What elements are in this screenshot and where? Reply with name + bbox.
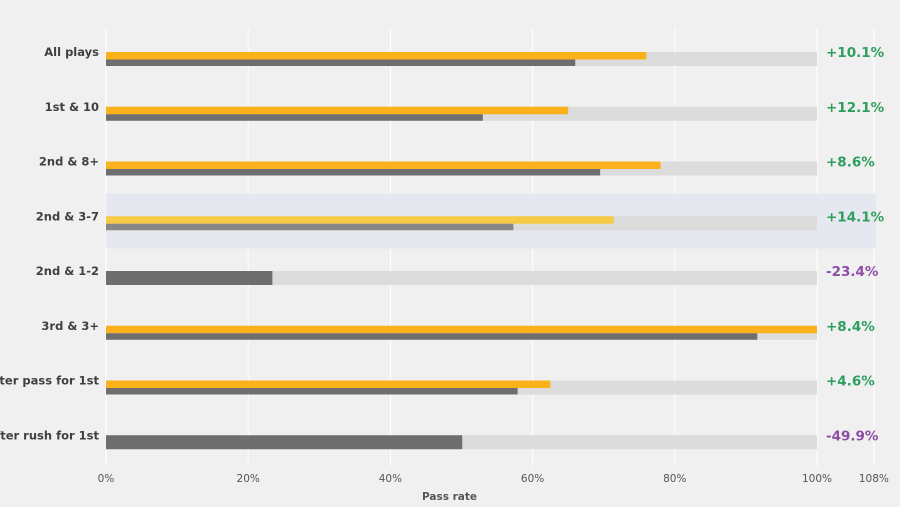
category-label: 2nd & 8+ xyxy=(39,155,99,169)
series-2-bar xyxy=(106,435,463,450)
category-label: 3rd & 3+ xyxy=(41,319,99,333)
x-tick-label: 0% xyxy=(98,473,115,485)
labels-layer: All plays +10.1% 1st & 10 +12.1% 2nd & 8+ +8.… xyxy=(0,45,885,444)
x-axis-title: Pass rate xyxy=(422,491,477,503)
series-2-bar xyxy=(106,388,518,395)
series-2-bar xyxy=(106,59,576,66)
series-2-bar xyxy=(106,223,514,231)
category-label: 2nd & 1-2 xyxy=(36,264,99,278)
x-tick-label: 80% xyxy=(663,473,686,485)
difference-label: -23.4% xyxy=(826,264,879,280)
series-1-bar xyxy=(106,161,661,169)
series-1-bar xyxy=(106,106,569,115)
category-label: After pass for 1st xyxy=(0,374,100,388)
category-label: 1st & 10 xyxy=(45,100,99,114)
x-tick-label: 40% xyxy=(379,473,402,485)
difference-label: -49.9% xyxy=(826,428,879,444)
difference-label: +14.1% xyxy=(826,209,885,225)
track-bar xyxy=(106,271,817,285)
bars-layer xyxy=(106,52,817,450)
category-label: After rush for 1st xyxy=(0,428,99,442)
difference-label: +12.1% xyxy=(826,100,885,116)
difference-label: +4.6% xyxy=(826,374,875,390)
series-2-bar xyxy=(106,114,483,121)
series-1-bar xyxy=(106,216,614,224)
series-1-bar xyxy=(106,325,817,334)
category-label: All plays xyxy=(44,45,99,59)
x-tick-label: 108% xyxy=(859,473,889,485)
difference-label: +10.1% xyxy=(826,45,885,61)
series-1-bar xyxy=(106,52,647,60)
x-tick-label: 60% xyxy=(521,473,544,485)
series-1-bar xyxy=(106,380,551,388)
difference-label: +8.6% xyxy=(826,155,875,171)
series-2-bar xyxy=(106,271,273,285)
axis-layer: 0% 20% 40% 60% 80% 100% 108% Pass rate xyxy=(98,473,889,503)
category-label: 2nd & 3-7 xyxy=(36,209,99,223)
difference-label: +8.4% xyxy=(826,319,875,335)
series-2-bar xyxy=(106,333,758,340)
x-tick-label: 100% xyxy=(802,473,832,485)
series-2-bar xyxy=(106,169,601,176)
x-tick-label: 20% xyxy=(237,473,260,485)
